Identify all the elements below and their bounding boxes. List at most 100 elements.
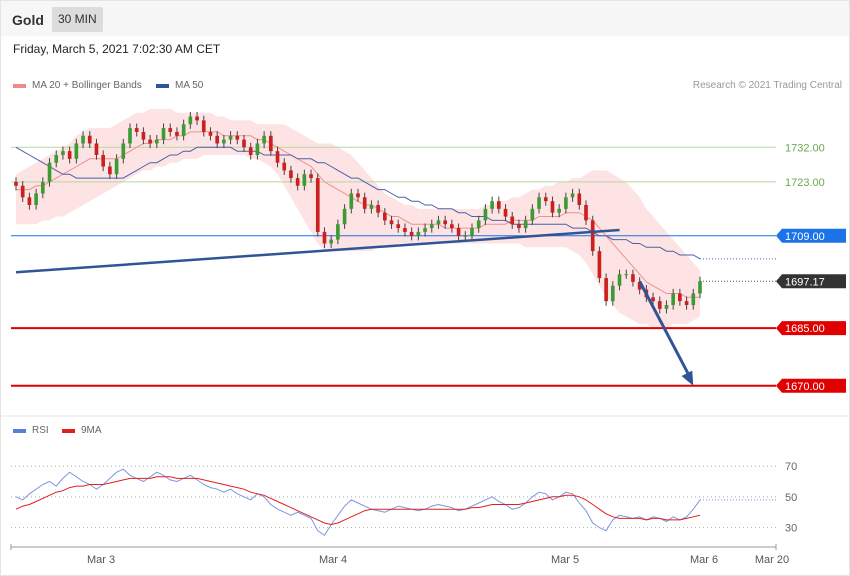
candle [503, 208, 508, 217]
candle [242, 139, 246, 148]
candle [671, 293, 676, 305]
candle [550, 201, 555, 213]
candle [369, 205, 374, 209]
candle [604, 278, 608, 302]
candle [349, 193, 354, 209]
rsi-tick-label: 30 [785, 523, 797, 535]
candle [429, 224, 434, 229]
candle [530, 208, 535, 221]
candle [570, 193, 575, 198]
candle [510, 216, 515, 225]
candle [664, 305, 669, 309]
candle [20, 185, 25, 198]
candle [128, 128, 132, 144]
level-tag-5 [776, 378, 846, 393]
last-price-tag [776, 274, 846, 289]
candle [590, 220, 595, 252]
rsi-tick-label: 70 [785, 461, 797, 473]
legend-ma20: MA 20 + Bollinger Bands [13, 80, 142, 91]
candle [443, 220, 448, 225]
instrument-name: Gold [12, 12, 44, 28]
legend-rsi: RSI [13, 425, 49, 436]
candle [168, 128, 173, 132]
candle [597, 251, 602, 279]
support-trendline [15, 228, 620, 274]
candle [698, 281, 702, 294]
level-label-5: 1670.00 [785, 381, 825, 393]
candle [651, 297, 655, 302]
legend-ma20-label: MA 20 + Bollinger Bands [32, 80, 142, 91]
candle [678, 293, 682, 302]
bollinger-band [16, 108, 700, 329]
candle [114, 158, 119, 175]
candle [584, 205, 588, 221]
candle [637, 281, 642, 290]
candle [436, 220, 441, 225]
rsi-9ma-line [15, 476, 701, 526]
level-tag-4 [776, 321, 846, 336]
candle [517, 224, 521, 229]
candle [262, 135, 266, 144]
candle [403, 228, 407, 232]
x-tick-label: Mar 4 [319, 554, 347, 566]
candle [134, 128, 139, 132]
candle [268, 135, 273, 152]
candle [81, 135, 85, 144]
candle [342, 208, 347, 225]
candle [315, 178, 320, 232]
candle [282, 162, 287, 171]
candle [329, 239, 334, 244]
candle [295, 178, 300, 186]
candle [201, 120, 206, 132]
x-tick-label: Mar 6 [690, 554, 718, 566]
candle [161, 128, 166, 140]
legend-ma50: MA 50 [156, 80, 203, 91]
candle [577, 193, 582, 205]
candle [208, 131, 213, 136]
candle [450, 224, 454, 229]
level-label-0: 1732.00 [785, 142, 825, 154]
candle [362, 197, 367, 209]
candle [624, 274, 629, 276]
candle [74, 143, 79, 159]
candle [148, 139, 152, 144]
candle [557, 208, 562, 213]
ma50-swatch [156, 83, 169, 88]
ma50-line [15, 146, 701, 260]
candle [631, 274, 635, 282]
candle [47, 162, 52, 182]
candle [235, 135, 240, 140]
forecast-arrow-shaft [638, 280, 692, 379]
candle [175, 131, 179, 136]
x-tick-label: Mar 3 [87, 554, 115, 566]
candle [40, 181, 45, 194]
candle [181, 124, 186, 136]
level-label-2: 1709.00 [785, 231, 825, 243]
header-bar: Gold 30 MIN [1, 1, 849, 36]
credit-text: Research © 2021 Trading Central [692, 80, 842, 91]
candle [617, 274, 622, 286]
timeframe-badge[interactable]: 30 MIN [52, 7, 103, 32]
legend-9ma-label: 9MA [81, 425, 102, 436]
candle [496, 201, 501, 209]
candle [356, 193, 360, 198]
candle [389, 220, 394, 225]
candle [222, 139, 226, 144]
candle [228, 135, 233, 140]
candle [215, 135, 220, 144]
candle [101, 155, 106, 167]
candle [255, 143, 260, 155]
candle [684, 301, 689, 305]
candle [87, 135, 92, 144]
candle [463, 235, 468, 237]
level-label-1: 1723.00 [785, 177, 825, 189]
candle [523, 220, 528, 229]
candle [195, 116, 199, 121]
candle [423, 228, 427, 232]
rsi-tick-label: 50 [785, 492, 797, 504]
candle [154, 139, 159, 144]
legend-rsi-label: RSI [32, 425, 49, 436]
x-tick-label: Mar 20 [755, 554, 789, 566]
ma20-swatch [13, 83, 26, 88]
